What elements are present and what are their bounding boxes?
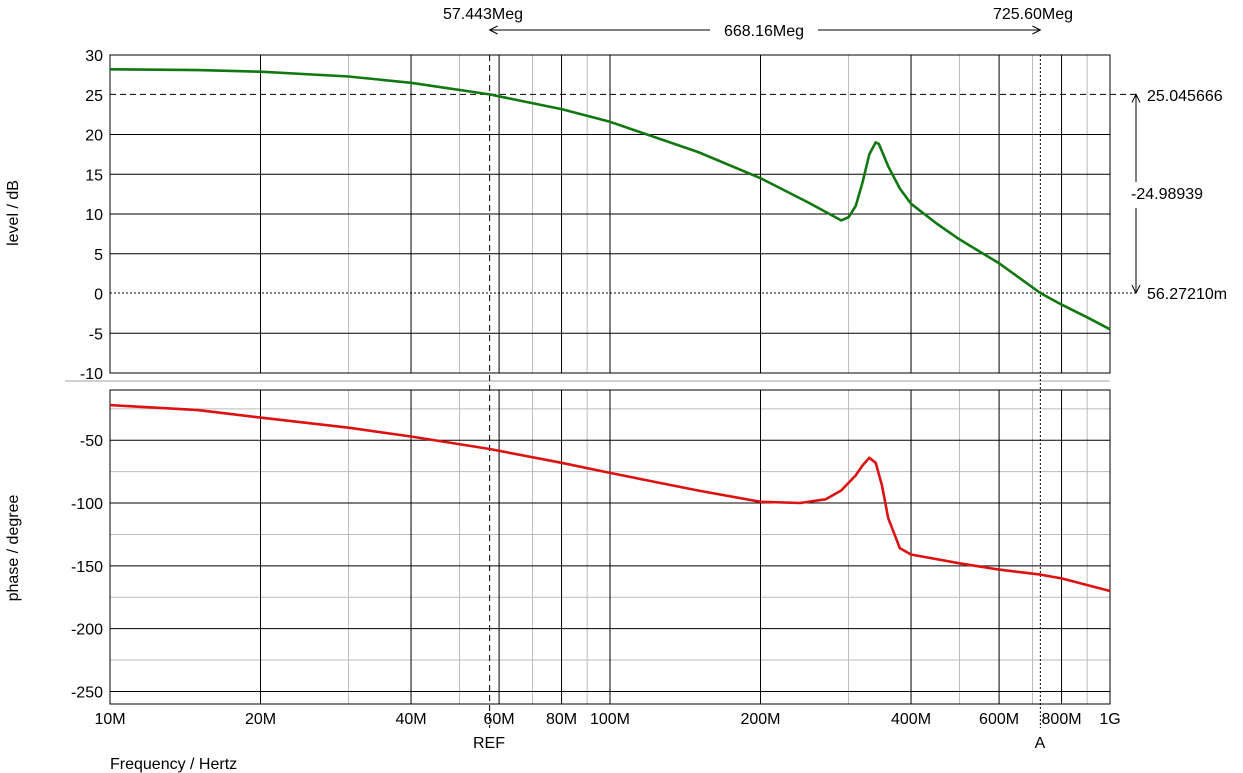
frequency-tick-label: 60M xyxy=(484,711,515,728)
phase-curve xyxy=(109,403,1111,593)
x-tick-labels: 10M 20M 40M 60M 80M 100M 200M 400M 600M 800M 1G xyxy=(94,711,1120,728)
curve-layer xyxy=(109,68,1111,593)
level-tick-label: -10 xyxy=(80,366,103,383)
frequency-tick-label: 100M xyxy=(590,711,630,728)
level-tick-label: 0 xyxy=(94,287,103,304)
frequency-tick-label: 10M xyxy=(94,711,125,728)
delta-frequency-readout: 668.16Meg xyxy=(724,23,804,40)
level-delta-readout: -24.98939 xyxy=(1131,186,1203,203)
level-frame xyxy=(109,54,1111,374)
frequency-tick-label: 80M xyxy=(546,711,577,728)
ref-cursor-label: REF xyxy=(473,735,505,752)
level-arrowhead-top xyxy=(1131,93,1141,103)
phase-axis-label: phase / degree xyxy=(5,495,22,602)
delta-arrowhead-right xyxy=(1032,25,1042,35)
level-ref-readout: 25.045666 xyxy=(1147,88,1223,105)
level-tick-label: 30 xyxy=(85,48,103,65)
level-tick-label: 5 xyxy=(94,247,103,264)
level-tick-label: 10 xyxy=(85,207,103,224)
frequency-tick-label: 600M xyxy=(979,711,1019,728)
phase-tick-label: -150 xyxy=(71,559,103,576)
delta-arrowhead-left xyxy=(488,25,498,35)
a-cursor-readout: 725.60Meg xyxy=(993,6,1073,23)
level-tick-label: 15 xyxy=(85,167,103,184)
phase-frame xyxy=(109,389,1111,705)
frequency-axis-label: Frequency / Hertz xyxy=(110,756,237,773)
y-tick-labels: 30 25 20 15 10 5 0 -5 -10 -50 -100 -150 -200 -250 xyxy=(71,48,103,701)
level-tick-label: 25 xyxy=(85,88,103,105)
level-tick-label: -5 xyxy=(89,326,103,343)
cursor-layer xyxy=(110,25,1141,728)
level-arrowhead-bottom xyxy=(1131,284,1141,295)
level-axis-label: level / dB xyxy=(5,180,22,246)
phase-tick-label: -250 xyxy=(71,684,103,701)
phase-tick-label: -100 xyxy=(71,496,103,513)
phase-tick-label: -50 xyxy=(80,433,103,450)
frequency-tick-label: 40M xyxy=(395,711,426,728)
frequency-tick-label: 400M xyxy=(891,711,931,728)
level-curve xyxy=(109,68,1111,331)
phase-panel-grid xyxy=(109,389,1111,705)
ref-cursor-readout: 57.443Meg xyxy=(443,6,523,23)
a-cursor-label: A xyxy=(1035,735,1046,752)
frequency-tick-label: 20M xyxy=(245,711,276,728)
frequency-tick-label: 800M xyxy=(1042,711,1082,728)
phase-tick-label: -200 xyxy=(71,622,103,639)
frequency-tick-label: 1G xyxy=(1099,711,1120,728)
level-tick-label: 20 xyxy=(85,128,103,145)
frequency-tick-label: 200M xyxy=(740,711,780,728)
level-panel-grid xyxy=(109,54,1111,374)
level-a-readout: 56.27210m xyxy=(1147,286,1227,303)
